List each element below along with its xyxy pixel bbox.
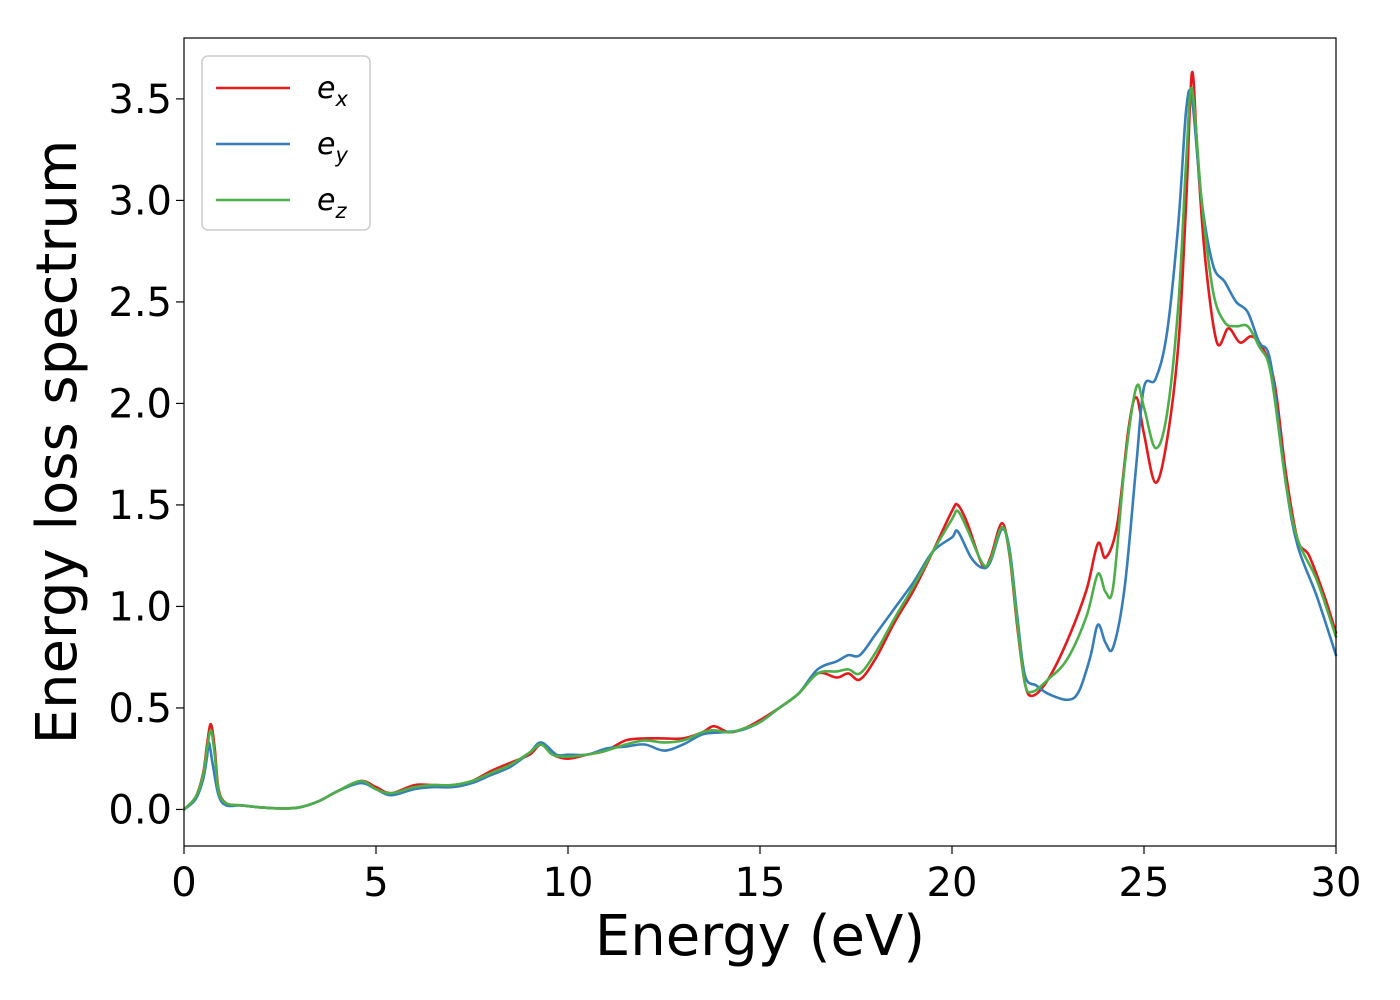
plot-background: [184, 38, 1336, 846]
series-lines: [182, 71, 1338, 811]
x-axis-ticks: 0 5 10 15 20 25 30: [171, 846, 1361, 906]
x-tick-label: 25: [1119, 860, 1170, 906]
x-tick-label: 10: [543, 860, 594, 906]
series-line-ez: [182, 86, 1338, 811]
legend: ex ey ez: [201, 55, 371, 231]
y-tick-label: 2.5: [108, 280, 172, 326]
x-tick-label: 5: [363, 860, 388, 906]
series-line-ey: [182, 88, 1338, 811]
x-tick-label: 15: [735, 860, 786, 906]
x-axis-label: Energy (eV): [595, 904, 925, 969]
x-tick-label: 0: [171, 860, 196, 906]
y-axis-label: Energy loss spectrum: [25, 140, 90, 745]
plot-frame: [183, 37, 1337, 847]
y-tick-label: 2.0: [108, 381, 172, 427]
y-tick-label: 1.0: [108, 584, 172, 630]
legend-label-ez: ez: [317, 183, 347, 223]
x-tick-label: 30: [1311, 860, 1362, 906]
x-tick-label: 20: [927, 860, 978, 906]
legend-label-ey: ey: [317, 127, 348, 167]
y-tick-label: 0.0: [108, 787, 172, 833]
y-tick-label: 0.5: [108, 686, 172, 732]
y-tick-label: 1.5: [108, 483, 172, 529]
y-axis-ticks: 0.0 0.5 1.0 1.5 2.0 2.5 3.0 3.5: [108, 77, 184, 833]
y-tick-label: 3.0: [108, 178, 172, 224]
legend-label-ex: ex: [317, 71, 348, 111]
y-tick-label: 3.5: [108, 77, 172, 123]
